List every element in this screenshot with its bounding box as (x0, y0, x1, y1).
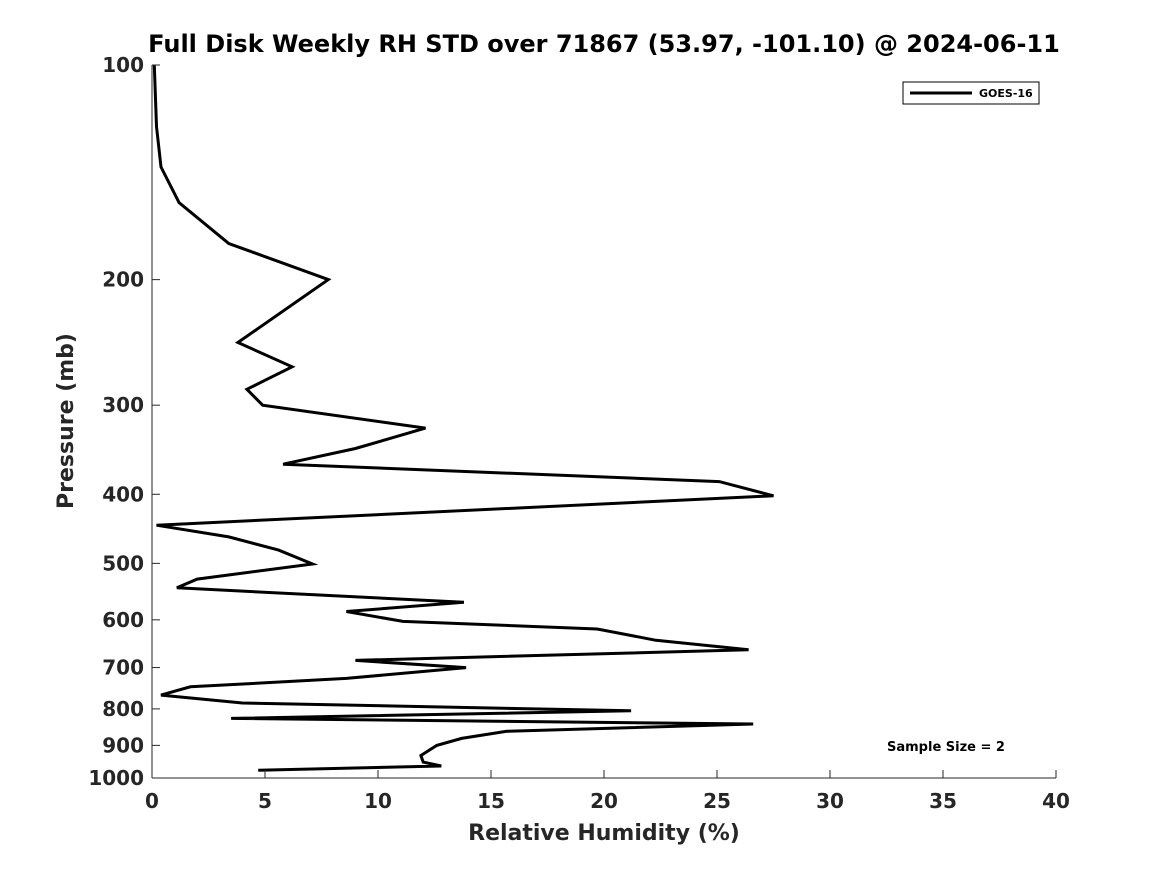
y-tick-label: 1000 (88, 766, 144, 790)
legend-label-goes-16: GOES-16 (979, 87, 1033, 100)
x-tick-label: 20 (590, 789, 618, 813)
x-tick-label: 30 (816, 789, 844, 813)
x-tick-label: 5 (258, 789, 272, 813)
x-tick-label: 0 (145, 789, 159, 813)
y-tick-label: 300 (102, 393, 144, 417)
y-axis-label: Pressure (mb) (54, 333, 79, 509)
x-tick-label: 35 (929, 789, 957, 813)
sample-size-annotation: Sample Size = 2 (887, 740, 1005, 755)
y-tick-label: 200 (102, 268, 144, 292)
x-tick-label: 40 (1042, 789, 1070, 813)
x-axis-label: Relative Humidity (%) (468, 821, 740, 846)
y-tick-label: 600 (102, 608, 144, 632)
y-axis-ticks: 100 200 300 400 500 600 700 800 900 1000 (88, 53, 160, 790)
y-tick-label: 100 (102, 53, 144, 77)
chart-title: Full Disk Weekly RH STD over 71867 (53.9… (148, 30, 1060, 58)
series-line-goes-16 (152, 64, 774, 772)
x-tick-label: 25 (703, 789, 731, 813)
y-tick-label: 400 (102, 482, 144, 506)
y-tick-label: 800 (102, 697, 144, 721)
x-tick-label: 15 (477, 789, 505, 813)
x-axis-ticks: 0 5 10 15 20 25 30 35 40 (145, 770, 1070, 813)
y-tick-label: 900 (102, 733, 144, 757)
plot-area (151, 64, 1056, 779)
x-tick-label: 10 (364, 789, 392, 813)
legend: GOES-16 (902, 81, 1040, 105)
y-tick-label: 700 (102, 656, 144, 680)
y-tick-label: 500 (102, 551, 144, 575)
